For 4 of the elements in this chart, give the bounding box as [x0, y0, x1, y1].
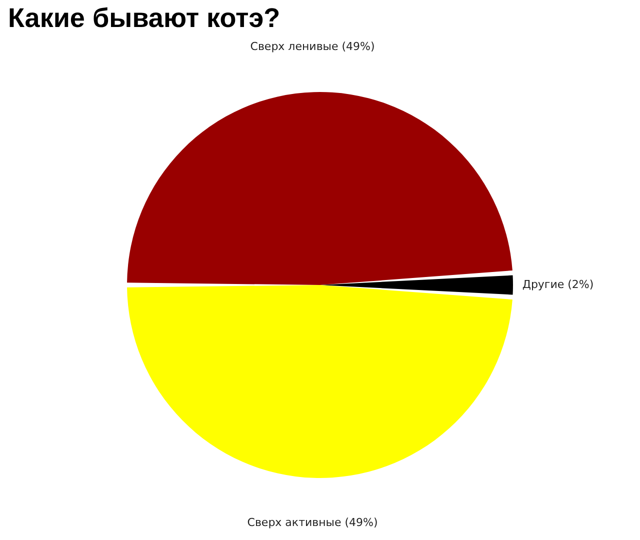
chart-title: Какие бывают котэ? [8, 3, 280, 34]
slice-label: Другие (2%) [522, 278, 594, 291]
slice-label: Сверх активные (49%) [247, 516, 378, 529]
slice-label: Сверх ленивые (49%) [250, 40, 375, 54]
